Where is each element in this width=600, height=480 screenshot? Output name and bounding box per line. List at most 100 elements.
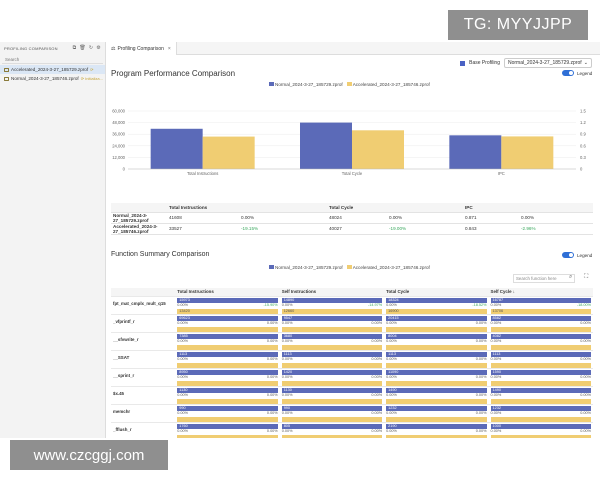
sidebar-item-accelerated[interactable]: Accelerated_2024-3-27_185729.zprof ⟳: [0, 65, 105, 74]
settings-icon[interactable]: ⚙: [96, 44, 101, 51]
chevron-down-icon: ⌄: [583, 60, 588, 66]
tab-strip: ⚖ Profiling Comparison ×: [106, 42, 600, 55]
percent-normal: 0.00%: [490, 410, 502, 415]
percent-normal: 0.00%: [490, 392, 502, 397]
tab-profiling-comparison[interactable]: ⚖ Profiling Comparison ×: [106, 42, 177, 55]
percent-row: 0.00% 0.00%: [489, 393, 593, 398]
column-header[interactable]: Total Cycle: [384, 288, 489, 297]
cell: 0.00%: [239, 212, 327, 224]
accelerated-bar: [490, 416, 591, 422]
accelerated-bar: 16900: [386, 308, 487, 314]
sidebar-item-normal[interactable]: Normal_2024-3-27_185746.zprof ⟳ Initiali…: [0, 74, 105, 83]
percent-row: 0.00% -18.52%: [384, 303, 488, 308]
metric-cell: 20415 0.00% 0.00%: [384, 314, 489, 333]
percent-accelerated: 0.00%: [266, 320, 278, 325]
percent-accelerated: 0.00%: [475, 320, 487, 325]
compare-icon[interactable]: ⧉: [72, 44, 77, 51]
percent-accelerated: 0.00%: [580, 392, 591, 397]
bar-normal: [449, 135, 502, 169]
percent-accelerated: 0.00%: [266, 338, 278, 343]
percent-normal: 0.00%: [177, 320, 189, 325]
normal-bar: 990: [177, 405, 278, 411]
column-header[interactable]: Self Cycle ↓: [488, 288, 593, 297]
metric-cell: 1130 0.00% 0.00%: [279, 386, 385, 405]
percent-row: 0.00% 0.00%: [384, 393, 488, 398]
percent-normal: 0.00%: [177, 338, 189, 343]
legend-item-normal: Normal_2024-3-27_185729.zprof: [269, 265, 343, 270]
function-search-input[interactable]: Search function here: [513, 274, 575, 283]
function-name: __sprint_r: [111, 368, 176, 387]
legend-toggle[interactable]: [562, 70, 574, 76]
table-row[interactable]: _fflush_r 1760 0.00% 0.00% 805 0.00% 0.00% 2190…: [111, 422, 593, 438]
table-row[interactable]: __sprint_r 8950 0.00% 0.00% 1420 0.00% 0.00% 11…: [111, 368, 593, 387]
percent-accelerated: 0.00%: [475, 410, 487, 415]
delete-icon[interactable]: 🗑: [79, 44, 86, 51]
cell: 0.843: [463, 223, 519, 235]
accelerated-bar: [490, 362, 591, 368]
accelerated-bar: [177, 434, 278, 438]
column-header[interactable]: Total Instructions: [175, 288, 280, 297]
base-profiling-checkbox[interactable]: [460, 60, 466, 66]
legend-toggle-label: Legend: [577, 71, 593, 76]
table-row[interactable]: __sfvwrite_r 7385 0.00% 0.00% 3680 0.00% 0.00%…: [111, 332, 593, 351]
close-icon[interactable]: ×: [167, 45, 171, 52]
percent-row: 0.00% 0.00%: [280, 411, 384, 416]
cell: 0.00%: [519, 212, 593, 224]
metric-cell: 1232 0.00% 0.00%: [384, 404, 489, 423]
percent-normal: 0.00%: [281, 428, 293, 433]
refresh-icon[interactable]: ↻: [88, 44, 94, 51]
summary-header: Total Instructions: [167, 203, 239, 213]
function-legend-toggle-label: Legend: [577, 253, 593, 258]
accelerated-bar: [177, 416, 278, 422]
cell: 0.00%: [387, 212, 463, 224]
y-tick-label: 12,000: [112, 155, 125, 160]
table-row[interactable]: $x.45 1130 0.00% 0.00% 1130 0.00% 0.00% 1490 0.0…: [111, 386, 593, 405]
y2-tick-label: 1.5: [580, 109, 586, 114]
table-row[interactable]: _vfprintf_r 69623 0.00% 0.00% 9547 0.00% 0.00%…: [111, 314, 593, 333]
metric-cell: 9547 0.00% 0.00%: [279, 314, 385, 333]
summary-header: Total Cycle: [327, 203, 387, 213]
file-icon: [4, 76, 9, 81]
normal-bar: 1113: [177, 351, 278, 357]
percent-normal: 0.00%: [386, 428, 397, 433]
metric-cell: 11090 0.00% 0.00%: [384, 368, 489, 387]
metric-cell: 69623 0.00% 0.00%: [175, 314, 280, 333]
percent-accelerated: 0.00%: [475, 392, 487, 397]
accelerated-bar: [386, 344, 487, 350]
column-header[interactable]: Self Instructions: [279, 288, 385, 297]
function-legend-toggle[interactable]: [562, 252, 574, 258]
page-title: Program Performance Comparison: [111, 69, 236, 78]
percent-row: 0.00% 0.00%: [175, 321, 279, 326]
function-name: __sfvwrite_r: [111, 332, 176, 351]
percent-accelerated: 0.00%: [475, 356, 487, 361]
table-row[interactable]: fpt_mat_cmplx_mult_q15 15973 0.00% -15.90% 1…: [111, 296, 593, 315]
normal-bar: 805: [281, 423, 383, 429]
percent-accelerated: -18.52%: [472, 302, 487, 307]
normal-bar: 1232: [386, 405, 487, 411]
normal-bar: 9547: [281, 315, 383, 321]
sidebar-header: PROFILING COMPARISON ⧉ 🗑 ↻ ⚙: [0, 42, 105, 54]
normal-bar: 69623: [177, 315, 278, 321]
legend-item-accelerated: Accelerated_2024-3-27_185746.zprof: [346, 265, 430, 270]
base-profiling-select[interactable]: Normal_2024-3-27_185729.zprof ⌄: [504, 58, 592, 68]
search-icon[interactable]: ⌕: [569, 274, 573, 280]
percent-accelerated: 0.00%: [371, 410, 383, 415]
table-row[interactable]: memchr 990 0.00% 0.00% 990 0.00% 0.00% 1232 0.00…: [111, 404, 593, 423]
x-tick-label: IPC: [498, 171, 505, 176]
expand-icon[interactable]: ⛶: [584, 274, 589, 280]
summary-table-header: Total Instructions Total Cycle IPC: [111, 203, 593, 213]
metric-cell: 1113 0.00% 0.00%: [488, 350, 593, 369]
chart-legend: Normal_2024-3-27_185729.zprof Accelerate…: [269, 82, 430, 87]
accelerated-bar: [281, 380, 383, 386]
percent-row: 0.00% 0.00%: [489, 357, 593, 362]
accelerated-bar: [177, 362, 278, 368]
percent-row: 0.00% 0.00%: [280, 429, 384, 434]
percent-row: 0.00% 0.00%: [489, 375, 593, 380]
normal-bar: 1232: [490, 405, 591, 411]
table-row[interactable]: __SSAT 1113 0.00% 0.00% 1113 0.00% 0.00% 1113 0.…: [111, 350, 593, 369]
sidebar-search-input[interactable]: Search: [2, 55, 103, 64]
cell: 0.871: [463, 212, 519, 224]
sidebar-item-label: Accelerated_2024-3-27_185729.zprof: [11, 67, 89, 72]
function-name: _fflush_r: [111, 422, 176, 438]
accelerated-bar: [490, 380, 591, 386]
